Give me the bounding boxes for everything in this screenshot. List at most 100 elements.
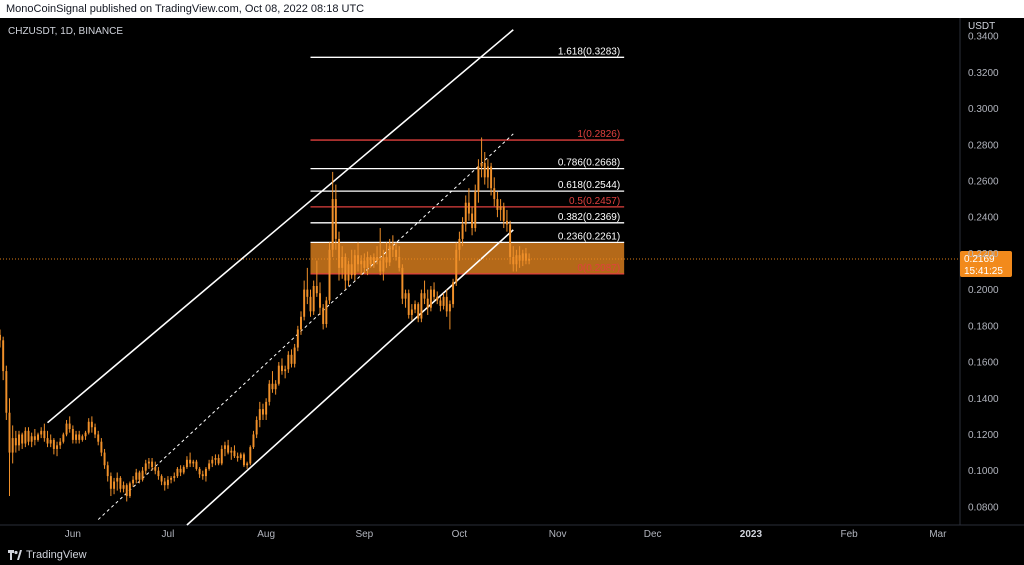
candle-body — [21, 434, 24, 444]
candle — [87, 418, 90, 435]
candle-body — [303, 289, 306, 317]
candle — [369, 255, 372, 268]
candle-body — [524, 253, 527, 261]
candle-body — [328, 249, 331, 301]
candle-body — [170, 477, 173, 480]
candle — [385, 242, 388, 268]
candle-body — [490, 166, 493, 189]
candle-body — [147, 461, 150, 464]
x-tick-label: Jun — [65, 529, 81, 540]
price-chart[interactable]: CHZUSDT, 1D, BINANCE USDT 1.618(0.3283) 1… — [0, 18, 1024, 565]
candle — [185, 456, 188, 469]
candle — [227, 439, 230, 455]
y-tick-label: 0.1000 — [968, 466, 999, 477]
candle-body — [315, 285, 318, 294]
candle-body — [474, 191, 477, 229]
candle — [160, 474, 163, 486]
candle-body — [448, 304, 451, 312]
candle-body — [338, 238, 340, 268]
candle — [195, 459, 198, 471]
candle-body — [11, 438, 14, 453]
candle-body — [290, 354, 293, 364]
candle — [363, 253, 366, 274]
candle — [376, 246, 379, 265]
candle-body — [436, 296, 439, 301]
candle-body — [309, 296, 312, 312]
candle — [122, 481, 125, 493]
candle — [467, 188, 470, 221]
candle — [404, 289, 407, 308]
candle — [325, 296, 328, 328]
candle-body — [293, 347, 296, 364]
candle-body — [125, 485, 128, 497]
candle-body — [442, 296, 445, 306]
candle — [528, 253, 531, 265]
candle-body — [376, 257, 379, 261]
candle-body — [189, 459, 192, 464]
candle-body — [27, 430, 30, 442]
candle-body — [163, 481, 166, 486]
candle — [189, 452, 192, 468]
chart-area[interactable]: CHZUSDT, 1D, BINANCE USDT 1.618(0.3283) 1… — [0, 18, 1024, 565]
candle-body — [52, 439, 55, 449]
candle — [147, 458, 150, 469]
candle — [303, 280, 306, 321]
candle-body — [201, 474, 204, 477]
candle-body — [128, 483, 131, 497]
candle-body — [179, 468, 182, 473]
candle — [116, 472, 119, 491]
candle — [154, 461, 157, 475]
candle-body — [528, 259, 531, 261]
candle-body — [496, 199, 499, 210]
candle — [353, 249, 356, 281]
candle — [94, 423, 97, 439]
footer: TradingView — [0, 545, 308, 565]
candle-body — [90, 421, 93, 428]
candle — [474, 184, 477, 232]
candle — [18, 430, 20, 451]
candle-body — [33, 436, 36, 440]
candle-body — [62, 434, 65, 442]
candle — [103, 448, 106, 469]
fib-level-label: 0.236(0.2261) — [558, 231, 620, 242]
candle — [43, 423, 46, 442]
candle — [62, 432, 65, 444]
candle-body — [509, 224, 512, 258]
candle-body — [119, 477, 122, 489]
candle-body — [319, 293, 321, 308]
candle — [502, 202, 505, 229]
candle-body — [480, 162, 483, 167]
candle — [24, 427, 27, 448]
candle — [176, 467, 179, 478]
candle — [395, 242, 398, 261]
candle-body — [185, 459, 188, 468]
candle — [201, 470, 204, 480]
candle — [423, 280, 426, 305]
candle-body — [455, 249, 458, 283]
footer-brand: TradingView — [26, 549, 87, 561]
candle — [208, 459, 211, 471]
fib-level-label: 0.5(0.2457) — [569, 196, 620, 207]
candle-body — [246, 463, 249, 466]
x-tick-label: Jul — [162, 529, 175, 540]
x-tick-label: 2023 — [740, 529, 763, 540]
candle-body — [265, 401, 268, 415]
candle — [401, 264, 404, 305]
candle — [436, 291, 439, 305]
candle-body — [227, 445, 230, 453]
candle-body — [84, 432, 87, 437]
candle-body — [236, 456, 239, 459]
candle-body — [255, 419, 258, 435]
candle-body — [372, 257, 375, 265]
candle-body — [59, 441, 62, 446]
fib-level-label: 0.618(0.2544) — [558, 180, 620, 191]
candle-body — [122, 485, 125, 489]
candle — [426, 289, 429, 315]
candle — [214, 454, 217, 466]
candle-body — [157, 470, 160, 477]
candle — [246, 461, 249, 469]
candle-body — [43, 430, 46, 439]
candle-body — [369, 257, 372, 265]
candle-body — [322, 307, 325, 325]
x-tick-label: Nov — [549, 529, 567, 540]
